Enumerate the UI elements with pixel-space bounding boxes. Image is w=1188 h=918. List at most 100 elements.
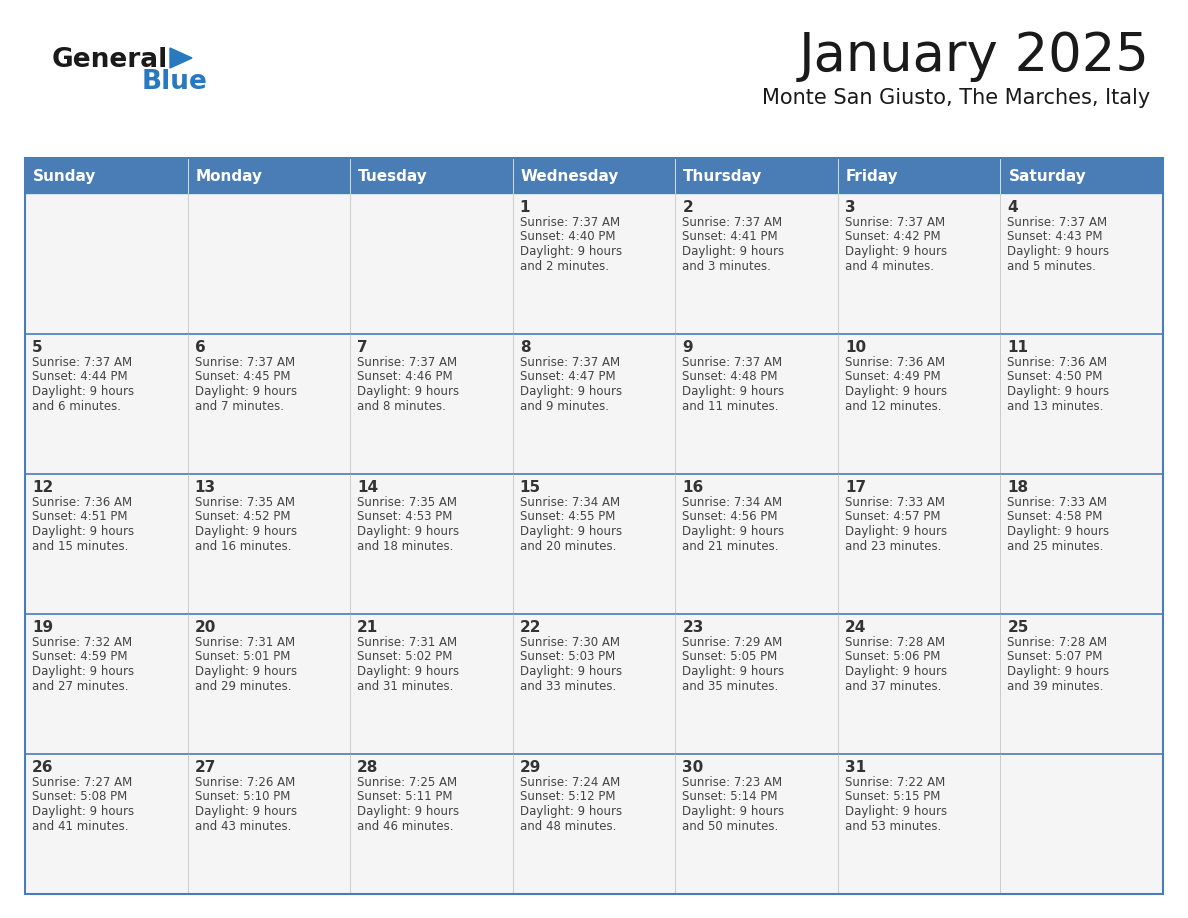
- Text: Sunset: 4:58 PM: Sunset: 4:58 PM: [1007, 510, 1102, 523]
- Text: and 18 minutes.: and 18 minutes.: [358, 540, 454, 553]
- Bar: [188, 754, 350, 894]
- Text: Sunset: 4:53 PM: Sunset: 4:53 PM: [358, 510, 453, 523]
- Text: Daylight: 9 hours: Daylight: 9 hours: [195, 525, 297, 538]
- Text: Sunset: 4:48 PM: Sunset: 4:48 PM: [682, 371, 778, 384]
- Bar: [513, 158, 675, 194]
- Text: Daylight: 9 hours: Daylight: 9 hours: [519, 665, 621, 678]
- Bar: [1000, 474, 1163, 614]
- Text: Daylight: 9 hours: Daylight: 9 hours: [845, 525, 947, 538]
- Text: and 25 minutes.: and 25 minutes.: [1007, 540, 1104, 553]
- Text: Daylight: 9 hours: Daylight: 9 hours: [845, 385, 947, 398]
- Text: and 2 minutes.: and 2 minutes.: [519, 260, 608, 273]
- Text: and 5 minutes.: and 5 minutes.: [1007, 260, 1097, 273]
- Text: Sunset: 5:10 PM: Sunset: 5:10 PM: [195, 790, 290, 803]
- Text: Sunrise: 7:37 AM: Sunrise: 7:37 AM: [682, 356, 783, 369]
- Text: and 4 minutes.: and 4 minutes.: [845, 260, 934, 273]
- Bar: [25, 158, 1163, 894]
- Bar: [25, 158, 188, 194]
- Text: 22: 22: [519, 620, 542, 635]
- Bar: [513, 334, 675, 474]
- Text: Thursday: Thursday: [683, 169, 763, 184]
- Text: and 3 minutes.: and 3 minutes.: [682, 260, 771, 273]
- Text: 16: 16: [682, 480, 703, 495]
- Text: 15: 15: [519, 480, 541, 495]
- Text: Sunset: 4:45 PM: Sunset: 4:45 PM: [195, 371, 290, 384]
- Text: Sunrise: 7:31 AM: Sunrise: 7:31 AM: [195, 636, 295, 649]
- Text: 21: 21: [358, 620, 379, 635]
- Bar: [1000, 194, 1163, 334]
- Text: and 27 minutes.: and 27 minutes.: [32, 679, 128, 692]
- Text: and 48 minutes.: and 48 minutes.: [519, 820, 617, 833]
- Text: Sunrise: 7:27 AM: Sunrise: 7:27 AM: [32, 776, 132, 789]
- Bar: [838, 474, 1000, 614]
- Bar: [350, 474, 513, 614]
- Bar: [675, 614, 838, 754]
- Text: and 37 minutes.: and 37 minutes.: [845, 679, 941, 692]
- Text: Daylight: 9 hours: Daylight: 9 hours: [845, 665, 947, 678]
- Polygon shape: [170, 48, 192, 68]
- Text: Sunset: 5:05 PM: Sunset: 5:05 PM: [682, 651, 777, 664]
- Text: 10: 10: [845, 340, 866, 355]
- Text: Sunrise: 7:33 AM: Sunrise: 7:33 AM: [845, 496, 944, 509]
- Text: Sunset: 4:47 PM: Sunset: 4:47 PM: [519, 371, 615, 384]
- Text: 26: 26: [32, 760, 53, 775]
- Text: Daylight: 9 hours: Daylight: 9 hours: [845, 805, 947, 818]
- Bar: [1000, 614, 1163, 754]
- Text: Monte San Giusto, The Marches, Italy: Monte San Giusto, The Marches, Italy: [762, 88, 1150, 108]
- Bar: [188, 474, 350, 614]
- Text: and 50 minutes.: and 50 minutes.: [682, 820, 778, 833]
- Text: Daylight: 9 hours: Daylight: 9 hours: [682, 665, 784, 678]
- Text: Daylight: 9 hours: Daylight: 9 hours: [32, 665, 134, 678]
- Text: and 53 minutes.: and 53 minutes.: [845, 820, 941, 833]
- Text: and 33 minutes.: and 33 minutes.: [519, 679, 615, 692]
- Text: 17: 17: [845, 480, 866, 495]
- Bar: [675, 754, 838, 894]
- Text: 8: 8: [519, 340, 530, 355]
- Text: 4: 4: [1007, 200, 1018, 215]
- Text: Sunrise: 7:24 AM: Sunrise: 7:24 AM: [519, 776, 620, 789]
- Text: Tuesday: Tuesday: [358, 169, 428, 184]
- Text: 11: 11: [1007, 340, 1029, 355]
- Text: Sunset: 4:49 PM: Sunset: 4:49 PM: [845, 371, 941, 384]
- Text: Daylight: 9 hours: Daylight: 9 hours: [1007, 665, 1110, 678]
- Text: and 13 minutes.: and 13 minutes.: [1007, 399, 1104, 412]
- Bar: [25, 754, 188, 894]
- Text: Sunset: 5:07 PM: Sunset: 5:07 PM: [1007, 651, 1102, 664]
- Text: Sunset: 4:57 PM: Sunset: 4:57 PM: [845, 510, 941, 523]
- Text: and 46 minutes.: and 46 minutes.: [358, 820, 454, 833]
- Text: Sunrise: 7:34 AM: Sunrise: 7:34 AM: [519, 496, 620, 509]
- Text: 25: 25: [1007, 620, 1029, 635]
- Text: Sunday: Sunday: [33, 169, 96, 184]
- Text: Sunset: 5:12 PM: Sunset: 5:12 PM: [519, 790, 615, 803]
- Text: Sunrise: 7:37 AM: Sunrise: 7:37 AM: [682, 216, 783, 229]
- Text: Sunset: 5:08 PM: Sunset: 5:08 PM: [32, 790, 127, 803]
- Text: Daylight: 9 hours: Daylight: 9 hours: [358, 665, 460, 678]
- Text: Sunrise: 7:35 AM: Sunrise: 7:35 AM: [358, 496, 457, 509]
- Text: 12: 12: [32, 480, 53, 495]
- Text: Sunrise: 7:37 AM: Sunrise: 7:37 AM: [845, 216, 944, 229]
- Text: Daylight: 9 hours: Daylight: 9 hours: [519, 525, 621, 538]
- Text: Sunrise: 7:37 AM: Sunrise: 7:37 AM: [519, 216, 620, 229]
- Text: 14: 14: [358, 480, 378, 495]
- Text: 5: 5: [32, 340, 43, 355]
- Bar: [25, 194, 188, 334]
- Text: Sunrise: 7:37 AM: Sunrise: 7:37 AM: [358, 356, 457, 369]
- Text: Daylight: 9 hours: Daylight: 9 hours: [519, 385, 621, 398]
- Text: and 31 minutes.: and 31 minutes.: [358, 679, 454, 692]
- Text: Sunrise: 7:36 AM: Sunrise: 7:36 AM: [1007, 356, 1107, 369]
- Bar: [188, 158, 350, 194]
- Text: Daylight: 9 hours: Daylight: 9 hours: [519, 805, 621, 818]
- Text: Wednesday: Wednesday: [520, 169, 619, 184]
- Text: Sunrise: 7:34 AM: Sunrise: 7:34 AM: [682, 496, 783, 509]
- Bar: [25, 614, 188, 754]
- Text: Sunrise: 7:25 AM: Sunrise: 7:25 AM: [358, 776, 457, 789]
- Bar: [350, 754, 513, 894]
- Text: Sunrise: 7:37 AM: Sunrise: 7:37 AM: [519, 356, 620, 369]
- Bar: [838, 194, 1000, 334]
- Text: 28: 28: [358, 760, 379, 775]
- Text: and 43 minutes.: and 43 minutes.: [195, 820, 291, 833]
- Text: Sunset: 5:15 PM: Sunset: 5:15 PM: [845, 790, 940, 803]
- Text: Daylight: 9 hours: Daylight: 9 hours: [1007, 385, 1110, 398]
- Text: Daylight: 9 hours: Daylight: 9 hours: [682, 385, 784, 398]
- Text: Daylight: 9 hours: Daylight: 9 hours: [32, 385, 134, 398]
